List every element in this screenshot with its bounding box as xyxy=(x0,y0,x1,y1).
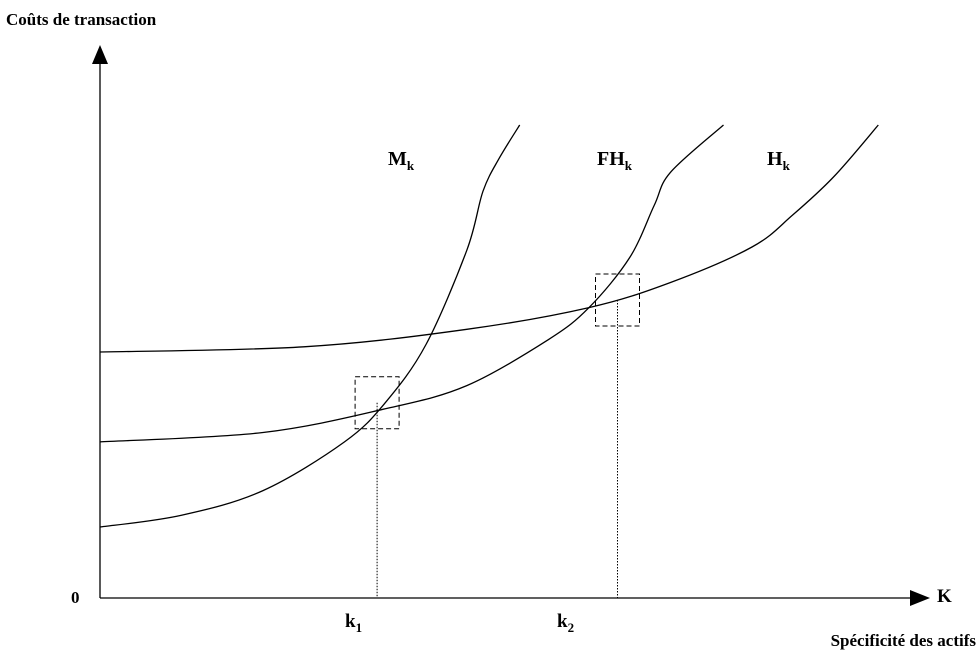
origin-label: 0 xyxy=(71,588,80,607)
x-axis-arrow xyxy=(910,590,930,606)
curve-label-mk: Mk xyxy=(388,148,415,173)
x-axis-symbol: K xyxy=(937,586,952,607)
tick-label-k2: k2 xyxy=(557,611,574,635)
curve-hk xyxy=(99,124,879,353)
curve-label-fhk: FHk xyxy=(597,148,633,173)
curve-label-hk: Hk xyxy=(767,148,791,173)
curves-layer xyxy=(99,124,879,528)
tick-label-k1: k1 xyxy=(345,611,362,635)
curve-fhk xyxy=(99,124,724,443)
guides-layer xyxy=(354,273,640,598)
x-axis-label: Spécificité des actifs xyxy=(831,631,977,650)
y-axis-arrow xyxy=(92,45,108,64)
curve-mk xyxy=(99,124,521,528)
y-axis-label: Coûts de transaction xyxy=(6,10,157,29)
